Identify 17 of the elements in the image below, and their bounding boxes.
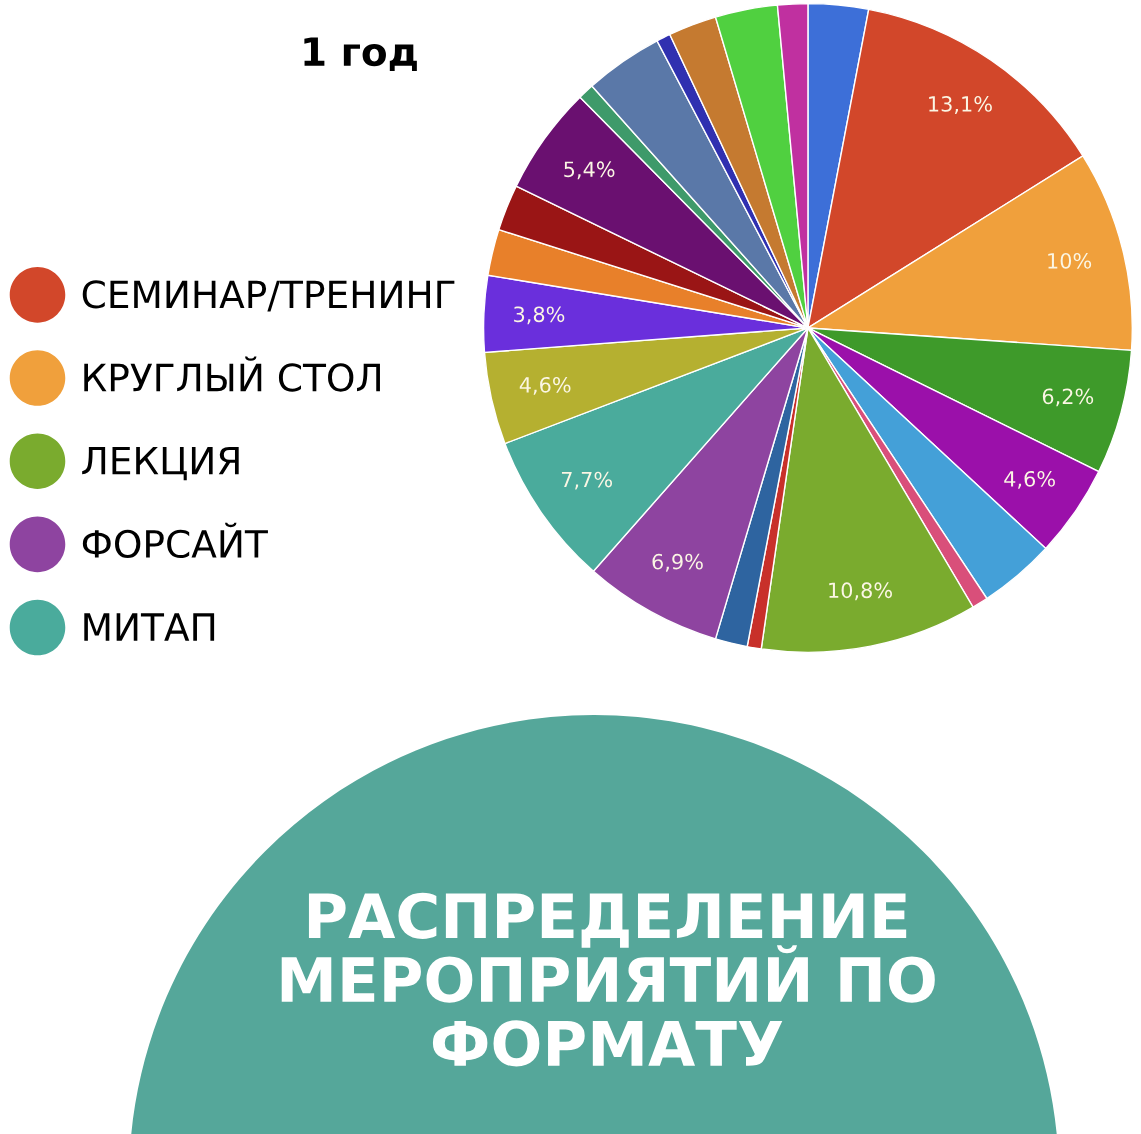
data-label: 3,8% — [514, 306, 565, 325]
text: РАСПРЕДЕЛЕНИЕ МЕРОПРИЯТИЙ ПО ФОРМАТУ — [281, 892, 935, 1067]
data-label: 6,2% — [1042, 388, 1094, 407]
text: 1 год — [304, 37, 417, 72]
data-label: 13,1% — [929, 96, 992, 114]
data-label: 10,8% — [829, 582, 892, 601]
data-label: 5,4% — [564, 161, 615, 180]
legend-label: СЕМИНАР/ТРЕНИНГ — [82, 280, 455, 312]
legend-label: ЛЕКЦИЯ — [82, 446, 239, 481]
data-label: 7,7% — [561, 471, 613, 490]
legend-label: КРУГЛЫЙ СТОЛ — [84, 356, 380, 392]
data-label: 4,6% — [1004, 470, 1055, 489]
data-label: 4,6% — [519, 376, 571, 395]
data-label: 10% — [1048, 252, 1092, 269]
legend-label: МИТАП — [84, 613, 215, 641]
legend-label: ФОРСАЙТ — [82, 522, 268, 559]
data-label: 6,9% — [652, 553, 703, 572]
